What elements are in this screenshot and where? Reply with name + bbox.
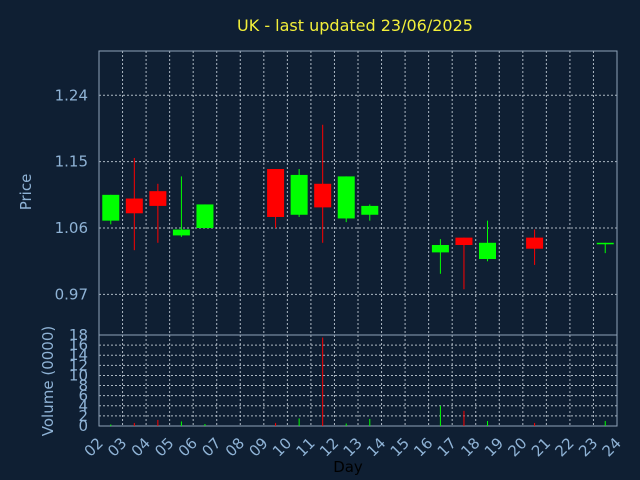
- volume-tick-label: 0: [78, 417, 88, 435]
- x-tick-label: 04: [128, 434, 154, 460]
- x-tick-label: 21: [528, 434, 554, 460]
- x-tick-label: 14: [363, 434, 389, 460]
- candle-body: [125, 198, 143, 214]
- x-tick-label: 05: [151, 434, 177, 460]
- candle-body: [172, 229, 190, 236]
- x-tick-label: 16: [410, 434, 436, 460]
- candle-body: [526, 237, 544, 249]
- volume-tick-label: 4: [78, 397, 88, 415]
- volume-axis-label: Volume (0000): [39, 326, 57, 436]
- x-tick-label: 02: [81, 434, 107, 460]
- x-tick-label: 09: [245, 434, 271, 460]
- x-tick-label: 22: [552, 434, 578, 460]
- price-tick-label: 1.15: [55, 153, 88, 171]
- volume-tick-label: 6: [78, 387, 88, 405]
- x-tick-label: 12: [316, 434, 342, 460]
- candle-body: [596, 242, 614, 245]
- x-tick-label: 15: [387, 434, 413, 460]
- candle-body: [196, 204, 214, 229]
- candle-body: [455, 237, 473, 246]
- price-tick-label: 1.06: [55, 219, 88, 237]
- x-tick-label: 07: [198, 434, 224, 460]
- x-tick-label: 13: [340, 434, 366, 460]
- x-tick-label: 19: [481, 434, 507, 460]
- x-tick-label: 23: [575, 434, 601, 460]
- x-tick-label: 17: [434, 434, 460, 460]
- candle-body: [267, 169, 285, 217]
- x-tick-label: 06: [175, 434, 201, 460]
- volume-tick-label: 10: [69, 366, 88, 384]
- volume-tick-label: 8: [78, 377, 88, 395]
- volume-tick-label: 2: [78, 407, 88, 425]
- candle-body: [361, 205, 379, 215]
- candle-body: [290, 174, 308, 215]
- volume-tick-label: 16: [69, 336, 88, 354]
- x-tick-label: 18: [457, 434, 483, 460]
- x-tick-label: 24: [599, 434, 625, 460]
- x-tick-label: 11: [293, 434, 319, 460]
- volume-tick-label: 12: [69, 356, 88, 374]
- candle-body: [314, 183, 332, 208]
- candle-body: [479, 242, 496, 260]
- volume-tick-label: 14: [69, 346, 88, 364]
- candle-body: [102, 194, 120, 221]
- candle-body: [431, 245, 449, 253]
- x-tick-label: 20: [504, 434, 530, 460]
- grid-lines: [99, 51, 617, 426]
- price-tick-label: 0.97: [55, 285, 88, 303]
- volume-tick-label: 18: [69, 326, 88, 344]
- chart-title: UK - last updated 23/06/2025: [237, 16, 473, 35]
- x-tick-label: 10: [269, 434, 295, 460]
- x-axis-label: Day: [333, 458, 363, 476]
- x-tick-label: 03: [104, 434, 130, 460]
- price-tick-label: 1.24: [55, 86, 88, 104]
- price-axis-label: Price: [17, 174, 35, 211]
- candle-body: [337, 176, 355, 219]
- volume-panel-frame: [98, 334, 618, 427]
- candle-body: [149, 191, 167, 206]
- x-tick-label: 08: [222, 434, 248, 460]
